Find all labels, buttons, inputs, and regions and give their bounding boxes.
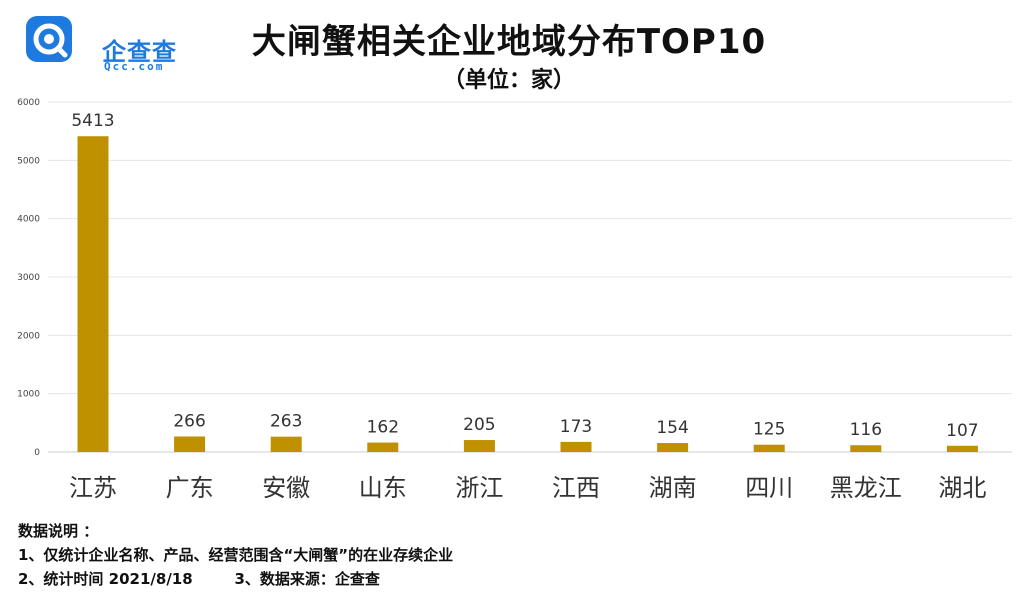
bar [657,443,689,452]
x-tick-label: 浙江 [455,474,503,502]
bar [850,445,882,452]
bar [753,444,785,452]
x-tick-label: 黑龙江 [830,474,902,502]
bar [560,441,592,452]
x-tick-label: 安徽 [262,474,310,502]
bar [174,436,206,452]
bar [367,442,399,452]
y-tick-label: 3000 [17,273,40,283]
bar [270,436,302,452]
notes-line-2: 2、统计时间 2021/8/18 [18,570,193,588]
bar [946,445,978,452]
y-tick-label: 6000 [17,98,40,108]
data-label: 125 [753,420,785,440]
data-label: 263 [270,412,302,432]
data-label: 173 [560,417,592,437]
x-tick-label: 江苏 [69,474,117,502]
y-tick-label: 0 [34,448,40,458]
data-label: 107 [946,421,978,441]
data-label: 162 [367,418,399,438]
brand-name: 企查查 [102,38,177,66]
y-tick-label: 5000 [17,156,40,166]
x-tick-label: 江西 [552,474,600,502]
notes-line-2-3: 2、统计时间 2021/8/18 3、数据来源：企查查 [18,567,453,591]
data-label: 116 [850,420,882,440]
y-tick-label: 4000 [17,215,40,225]
x-tick-label: 湖北 [938,474,986,502]
x-tick-label: 广东 [166,474,214,502]
notes-heading: 数据说明 ： [18,522,99,540]
y-tick-label: 2000 [17,331,40,341]
bar-chart: 0 1000 2000 3000 4000 5000 6000 5413 江苏 266 广东 263 安… [17,98,1012,502]
y-tick-label: 1000 [17,390,40,400]
x-tick-label: 四川 [745,474,793,502]
chart-title: 大闸蟹相关企业地域分布TOP10 [251,22,767,62]
x-tick-label: 山东 [359,474,407,502]
notes-line-3: 3、数据来源：企查查 [234,570,380,588]
chart-subtitle: （单位：家） [442,68,575,93]
data-label: 5413 [71,111,114,131]
data-notes: 数据说明 ： 1、仅统计企业名称、产品、经营范围含“大闸蟹”的在业存续企业 2、… [18,519,453,591]
notes-line-1: 1、仅统计企业名称、产品、经营范围含“大闸蟹”的在业存续企业 [18,546,454,564]
qcc-logo-icon [26,16,72,62]
brand-domain: Qcc.com [104,60,165,73]
data-label: 205 [463,415,495,435]
bar [77,136,109,452]
x-tick-label: 湖南 [649,474,697,502]
data-label: 154 [656,418,688,438]
qcc-logo: 企查查 Qcc.com [24,14,224,73]
bar [463,440,495,452]
data-label: 266 [173,411,205,431]
